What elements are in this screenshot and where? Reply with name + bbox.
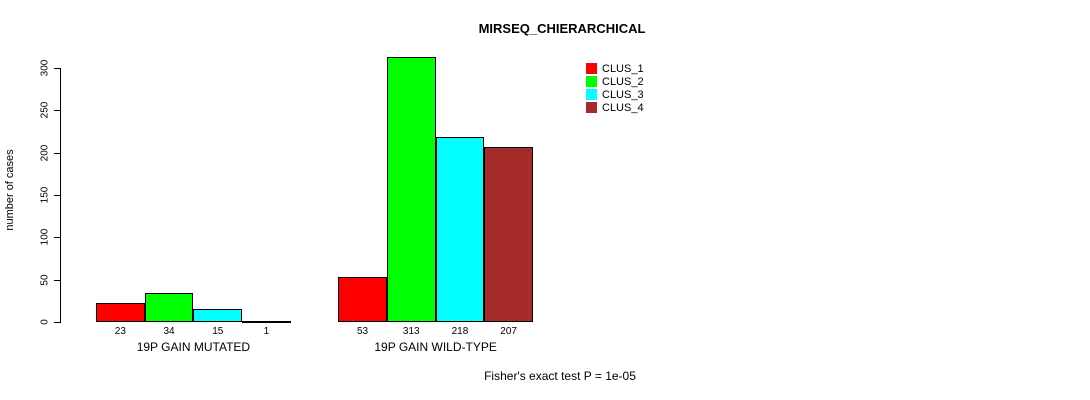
y-axis-tick-label: 150	[39, 186, 51, 204]
legend-label: CLUS_1	[602, 62, 644, 75]
y-axis-tick	[54, 237, 60, 239]
bar-value-label: 23	[114, 326, 126, 337]
y-axis-line	[60, 68, 61, 323]
y-axis-tick	[54, 322, 60, 323]
legend: CLUS_1 CLUS_2 CLUS_3 CLUS_4	[586, 62, 644, 114]
legend-label: CLUS_4	[602, 101, 644, 114]
y-axis-tick-label: 300	[39, 59, 51, 77]
y-axis-tick	[54, 68, 60, 69]
bar-clus_4	[484, 146, 533, 322]
legend-item: CLUS_2	[586, 75, 644, 88]
y-axis-title: number of cases	[4, 149, 16, 231]
legend-item: CLUS_1	[586, 62, 644, 75]
bar-clus_3	[193, 309, 243, 322]
y-axis-tick-label: 100	[39, 228, 51, 246]
legend-swatch	[586, 89, 597, 100]
legend-swatch	[586, 63, 597, 74]
group-label: 19P GAIN MUTATED	[136, 340, 251, 354]
y-axis-tick	[54, 110, 60, 112]
bar-clus_2	[144, 293, 194, 322]
y-axis-tick	[54, 195, 60, 196]
bar-value-label: 218	[451, 326, 469, 337]
y-axis-tick-label: 200	[39, 144, 51, 161]
legend-label: CLUS_2	[602, 75, 644, 88]
y-axis-tick-label: 250	[39, 101, 51, 119]
bar-clus_3	[435, 137, 485, 322]
legend-item: CLUS_4	[586, 101, 644, 114]
y-axis-tick-label: 0	[39, 319, 51, 325]
group-label: 19P GAIN WILD-TYPE	[374, 340, 497, 354]
legend-label: CLUS_3	[602, 88, 644, 101]
bar-value-label: 53	[356, 326, 369, 337]
bar-value-label: 1	[263, 326, 270, 337]
bar-value-label: 313	[402, 326, 420, 337]
bar-value-label: 207	[500, 326, 517, 337]
bar-clus_1	[338, 277, 387, 322]
legend-item: CLUS_3	[586, 88, 644, 101]
y-axis-tick-label: 50	[39, 274, 51, 286]
bar-value-label: 15	[212, 326, 224, 337]
bar-clus_2	[386, 56, 436, 322]
bar-clus_1	[96, 302, 145, 322]
y-axis-tick	[54, 152, 60, 154]
bar-value-label: 34	[163, 326, 175, 337]
legend-swatch	[586, 102, 597, 113]
legend-swatch	[586, 76, 597, 87]
y-axis-tick	[54, 279, 60, 281]
bar-clus_4	[242, 321, 291, 323]
fisher-test-annotation: Fisher's exact test P = 1e-05	[484, 369, 636, 383]
chart-title: MIRSEQ_CHIERARCHICAL	[478, 21, 646, 36]
